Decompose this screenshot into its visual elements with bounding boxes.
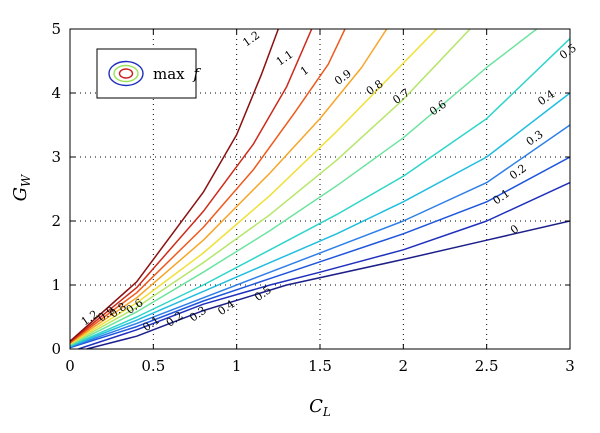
contour-label-3: 0.3 [524, 128, 546, 149]
contour-label-8: 0.8 [364, 77, 386, 98]
contour-label-2: 0.2 [507, 162, 529, 183]
x-axis-title: CL [309, 396, 331, 419]
contour-line-5 [70, 38, 570, 347]
contour-line-11 [70, 29, 313, 343]
contour-labels: 00.10.20.30.40.50.60.70.80.911.11.20.1 0.… [79, 29, 579, 334]
y-tick-label-1: 1 [51, 276, 61, 294]
contour-lines [70, 29, 570, 349]
legend: max f [96, 48, 201, 99]
y-tick-label-0: 0 [51, 340, 61, 358]
x-tick-label-6: 3 [565, 357, 575, 375]
contour-inline-label-2: 0.3 [187, 304, 209, 325]
x-axis-label: C [309, 396, 323, 417]
axis-ticks: 0 0.5 1 1.5 2 2.5 3 0 1 2 3 4 5 [51, 20, 574, 375]
x-axis-subscript: L [322, 405, 331, 419]
contour-line-3 [70, 124, 570, 348]
contour-line-7 [70, 29, 471, 346]
x-tick-label-5: 2.5 [475, 357, 499, 375]
contour-label-9: 0.9 [332, 67, 354, 88]
legend-text: max [153, 65, 185, 83]
contour-line-12 [70, 29, 280, 342]
y-axis-subscript: W [19, 173, 33, 187]
x-tick-label-2: 1 [232, 357, 242, 375]
y-axis-label: G [10, 187, 31, 201]
contour-line-6 [70, 29, 538, 346]
contour-line-2 [70, 156, 570, 349]
y-axis-title: GW [10, 173, 33, 201]
y-tick-label-4: 4 [51, 84, 61, 102]
contour-inline-label-4: 0.5 [252, 283, 274, 304]
x-tick-label-0: 0 [65, 357, 75, 375]
contour-label-11: 1.1 [274, 48, 296, 69]
contour-line-4 [70, 92, 570, 348]
contour-label-10: 1 [298, 64, 311, 79]
contour-label-12: 1.2 [240, 29, 262, 50]
contour-line-10 [70, 29, 346, 344]
x-tick-label-3: 1.5 [308, 357, 332, 375]
svg-text:max f: max f [153, 65, 201, 83]
contour-label-7: 0.7 [390, 86, 412, 107]
legend-symbol: f [192, 65, 201, 83]
y-tick-label-2: 2 [51, 212, 61, 230]
legend-contour-icon [108, 60, 144, 87]
x-tick-label-4: 2 [399, 357, 409, 375]
x-tick-label-1: 0.5 [141, 357, 165, 375]
contour-line-9 [70, 29, 388, 344]
contour-line-1 [78, 181, 570, 349]
contour-label-5: 0.5 [557, 41, 579, 62]
contour-line-8 [70, 29, 438, 345]
y-tick-label-3: 3 [51, 148, 61, 166]
contour-line-0 [86, 220, 570, 349]
y-tick-label-5: 5 [51, 20, 61, 38]
